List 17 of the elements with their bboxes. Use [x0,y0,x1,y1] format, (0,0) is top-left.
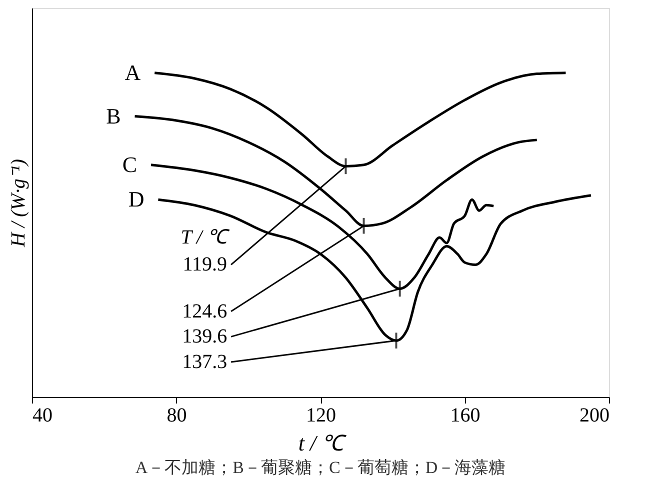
x-tick-label: 160 [450,404,480,426]
annotation: 137.3 [182,350,228,373]
annotation: 124.6 [182,300,228,322]
x-tick-label: 120 [306,404,336,426]
x-axis-title: t / ℃ [298,430,348,456]
annotation: 119.9 [182,254,228,276]
series-label: C [122,152,138,177]
x-tick-label: 80 [166,404,187,426]
x-tick-label: 200 [580,404,610,426]
annotation: T / ℃ [180,226,230,249]
text: A－不加糖；B－葡聚糖；C－葡萄糖；D－海藻糖 [135,458,506,477]
series-label: B [106,103,121,128]
annotation: 139.6 [182,326,228,348]
series-label: D [128,186,144,212]
x-tick-label: 40 [32,404,52,426]
y-axis-title: H / (W·g⁻¹) [8,158,30,248]
series-label: A [124,60,141,85]
